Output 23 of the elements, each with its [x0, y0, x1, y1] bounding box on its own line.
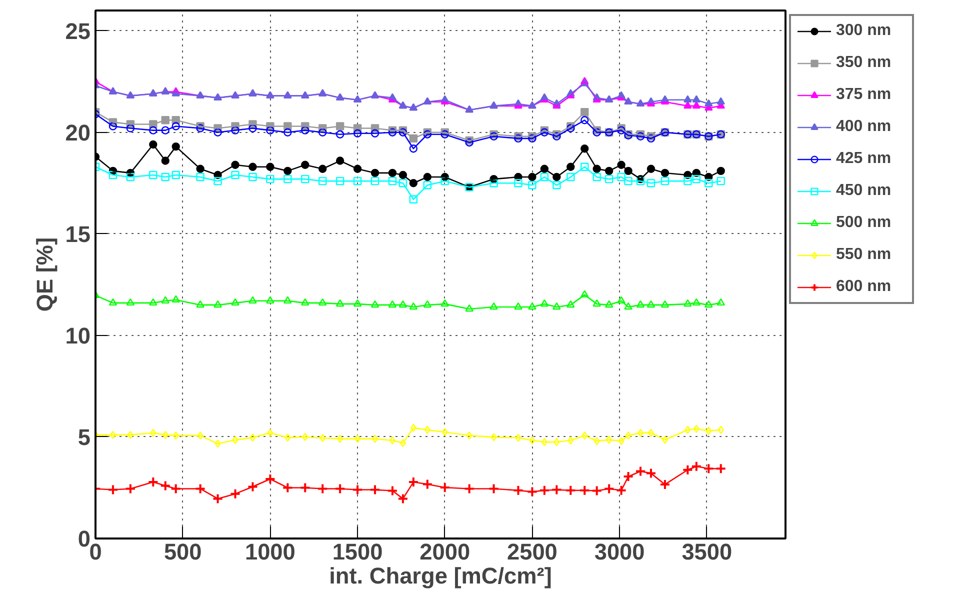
x-tick-label: 1000	[244, 538, 296, 564]
legend-label: 300 nm	[836, 22, 892, 40]
y-tick-label: 25	[65, 18, 90, 44]
y-tick-label: 5	[78, 424, 91, 450]
legend-label: 550 nm	[836, 246, 892, 264]
legend-label: 450 nm	[836, 182, 892, 200]
legend-label: 600 nm	[836, 278, 892, 296]
legend-label: 375 nm	[836, 86, 892, 104]
y-axis-title: QE [%]	[31, 237, 58, 312]
y-tick-label: 10	[65, 322, 90, 348]
x-tick-label: 2000	[420, 538, 470, 564]
legend-label: 425 nm	[836, 150, 892, 168]
y-tick-label: 20	[65, 119, 90, 146]
legend-label: 400 nm	[836, 118, 892, 136]
x-axis-title: int. Charge [mC/cm²]	[329, 562, 552, 588]
y-tick-label: 15	[65, 220, 90, 247]
legend-label: 500 nm	[836, 214, 892, 232]
legend-label: 350 nm	[836, 54, 892, 72]
x-tick-label: 2500	[507, 538, 558, 564]
x-tick-label: 3500	[682, 538, 732, 564]
x-tick-label: 1500	[332, 538, 383, 564]
x-tick-label: 500	[164, 538, 202, 564]
x-tick-label: 3000	[594, 538, 645, 564]
